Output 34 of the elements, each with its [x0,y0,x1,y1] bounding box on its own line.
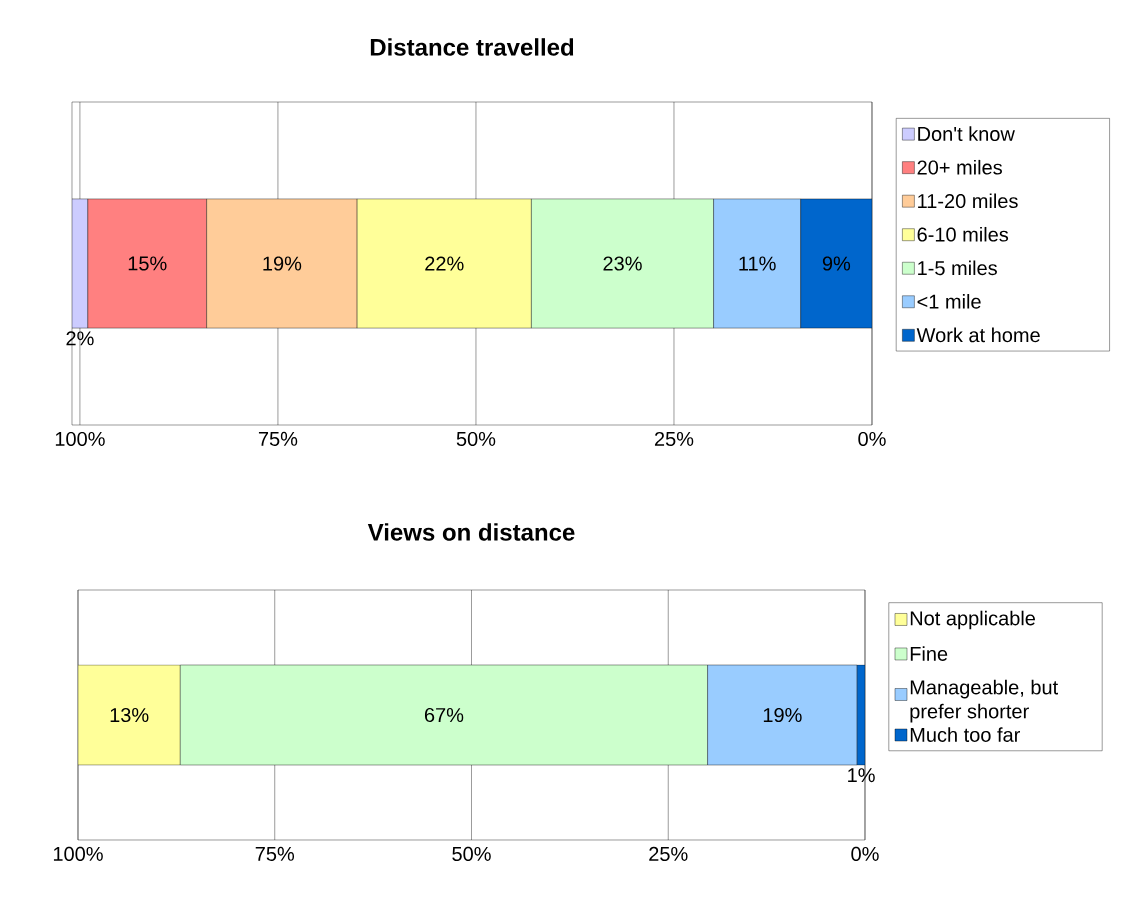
data-label: 2% [66,331,94,346]
x-tick-label: 100% [53,846,103,862]
chart-title: Distance travelled [370,38,574,56]
data-label: 13% [110,707,149,723]
legend-label: Work at home [916,327,1040,343]
x-tick-label: 75% [255,846,295,861]
legend-label: Manageable, but prefer shorter [910,679,1059,723]
data-label: 23% [603,256,642,271]
data-label: 22% [425,256,464,271]
x-tick-label: 50% [452,846,491,862]
data-label: 9% [822,256,851,271]
data-label: 19% [263,256,302,271]
legend-label: 1-5 miles [918,260,997,276]
x-tick-label: 100% [55,431,105,447]
data-label: 15% [128,256,167,271]
legend-label: 20+ miles [917,159,1002,175]
x-tick-label: 50% [456,431,496,447]
chart-title: Views on distance [367,523,575,541]
legend-label: 6-10 miles [917,226,1009,242]
legend-label: 11-20 miles [918,193,1018,209]
legend-label: Don't know [918,126,1015,142]
data-label: 1% [848,768,875,783]
x-tick-label: 25% [649,846,688,862]
x-tick-label: 0% [851,846,879,862]
data-label: 67% [424,707,464,723]
data-label: 11% [739,256,776,271]
data-label: 19% [763,707,802,723]
legend-label: Much too far [910,727,1020,742]
x-tick-label: 0% [858,431,886,447]
legend-label: <1 mile [917,294,981,309]
legend-label: Fine [910,646,948,661]
x-tick-label: 75% [258,431,298,446]
legend-label: Not applicable [910,610,1036,630]
x-tick-label: 25% [654,431,694,447]
